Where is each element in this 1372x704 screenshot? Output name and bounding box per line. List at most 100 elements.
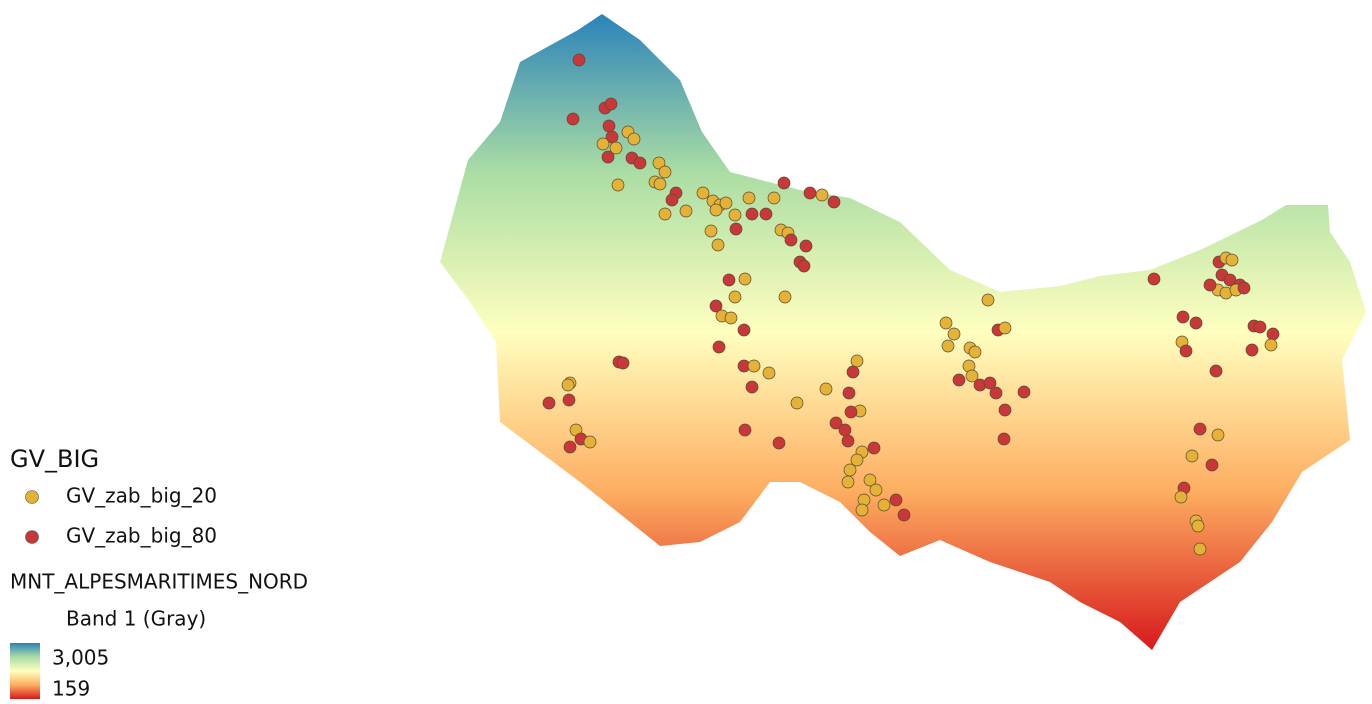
observation-point: [839, 424, 851, 436]
observation-point: [845, 406, 857, 418]
observation-point: [710, 204, 722, 216]
observation-point: [982, 294, 994, 306]
observation-point: [1212, 429, 1224, 441]
layer-title: GV_BIG: [10, 445, 99, 473]
observation-point: [654, 178, 666, 190]
observation-point: [1204, 279, 1216, 291]
legend-symbol: [26, 491, 39, 504]
legend-symbol: [26, 531, 39, 544]
observation-point: [878, 499, 890, 511]
observation-point: [798, 260, 810, 272]
observation-point: [729, 209, 741, 221]
observation-point: [1190, 317, 1202, 329]
ramp-min-label: 159: [52, 677, 90, 701]
observation-point: [746, 381, 758, 393]
observation-point: [800, 240, 812, 252]
observation-point: [998, 433, 1010, 445]
observation-point: [791, 397, 803, 409]
observation-point: [680, 205, 692, 217]
observation-point: [1238, 282, 1250, 294]
observation-point: [760, 208, 772, 220]
observation-point: [842, 435, 854, 447]
observation-point: [739, 424, 751, 436]
observation-point: [844, 464, 856, 476]
observation-point: [820, 383, 832, 395]
observation-point: [1226, 254, 1238, 266]
observation-point: [856, 504, 868, 516]
observation-point: [705, 225, 717, 237]
observation-point: [1210, 365, 1222, 377]
observation-point: [605, 98, 617, 110]
map-view: GV_BIG GV_zab_big_20 GV_zab_big_80 MNT_A…: [0, 0, 1372, 704]
observation-point: [948, 328, 960, 340]
observation-point: [1194, 423, 1206, 435]
observation-point: [697, 187, 709, 199]
observation-point: [851, 454, 863, 466]
legend-label: GV_zab_big_80: [66, 524, 217, 548]
observation-point: [898, 509, 910, 521]
observation-point: [713, 341, 725, 353]
observation-point: [573, 54, 585, 66]
observation-point: [1194, 543, 1206, 555]
observation-point: [602, 151, 614, 163]
observation-point: [659, 166, 671, 178]
observation-point: [942, 340, 954, 352]
observation-point: [729, 291, 741, 303]
observation-point: [816, 189, 828, 201]
observation-point: [785, 234, 797, 246]
observation-point: [659, 208, 671, 220]
observation-point: [1254, 321, 1266, 333]
observation-point: [1177, 311, 1189, 323]
observation-point: [628, 133, 640, 145]
observation-point: [868, 442, 880, 454]
observation-point: [870, 484, 882, 496]
observation-point: [634, 157, 646, 169]
observation-point: [720, 197, 732, 209]
observation-point: [612, 179, 624, 191]
ramp-max-label: 3,005: [52, 646, 109, 670]
observation-point: [746, 208, 758, 220]
observation-point: [778, 177, 790, 189]
observation-point: [1192, 520, 1204, 532]
observation-point: [562, 379, 574, 391]
observation-point: [953, 374, 965, 386]
observation-point: [564, 441, 576, 453]
observation-point: [1180, 345, 1192, 357]
observation-point: [666, 194, 678, 206]
observation-point: [739, 273, 751, 285]
observation-point: [597, 138, 609, 150]
observation-point: [804, 187, 816, 199]
observation-point: [828, 196, 840, 208]
observation-point: [842, 476, 854, 488]
observation-point: [999, 404, 1011, 416]
observation-point: [1018, 386, 1030, 398]
observation-point: [617, 357, 629, 369]
observation-point: [543, 397, 555, 409]
observation-point: [890, 494, 902, 506]
color-ramp: [10, 643, 40, 699]
raster-extent: [440, 14, 1366, 650]
band-label: Band 1 (Gray): [66, 607, 206, 631]
observation-point: [969, 346, 981, 358]
observation-point: [1186, 450, 1198, 462]
observation-point: [843, 387, 855, 399]
observation-point: [940, 317, 952, 329]
observation-point: [1246, 344, 1258, 356]
observation-point: [738, 324, 750, 336]
observation-point: [1206, 459, 1218, 471]
observation-point: [603, 120, 615, 132]
observation-point: [748, 360, 760, 372]
page: GV_BIG GV_zab_big_20 GV_zab_big_80 MNT_A…: [0, 0, 1372, 704]
layer-title: MNT_ALPESMARITIMES_NORD: [10, 570, 308, 594]
observation-point: [763, 367, 775, 379]
observation-point: [723, 274, 735, 286]
observation-point: [1148, 273, 1160, 285]
observation-point: [773, 437, 785, 449]
observation-point: [768, 192, 780, 204]
observation-point: [1267, 328, 1279, 340]
observation-point: [743, 192, 755, 204]
observation-point: [725, 312, 737, 324]
observation-point: [851, 355, 863, 367]
observation-point: [1175, 491, 1187, 503]
observation-point: [990, 387, 1002, 399]
